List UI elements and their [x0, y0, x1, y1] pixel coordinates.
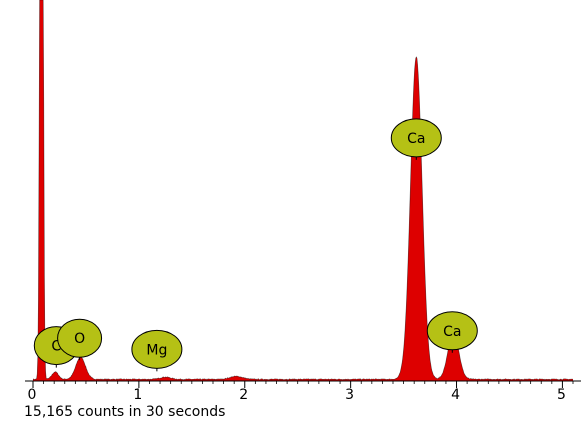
- peak-badge-o: [57, 318, 103, 358]
- x-tick-label-0: 0: [28, 387, 37, 403]
- x-tick-label-4: 4: [451, 387, 460, 403]
- peak-label-ca: Ca: [407, 131, 425, 147]
- peak-labels: C O Mg Ca Ca: [33, 118, 478, 372]
- peak-label-o: O: [74, 331, 85, 347]
- spectrum-outline: [32, 0, 574, 381]
- peak-badge-ca: [426, 311, 478, 351]
- x-tick-label-5: 5: [557, 387, 566, 403]
- peak-label-ca: Ca: [443, 324, 461, 340]
- peak-badge-mg: [131, 329, 183, 369]
- x-tick-label-1: 1: [133, 387, 142, 403]
- peak-label-c: C: [51, 339, 61, 355]
- counts-caption: 15,165 counts in 30 seconds: [24, 404, 226, 420]
- x-tick-label-3: 3: [345, 387, 354, 403]
- x-tick-label-2: 2: [239, 387, 248, 403]
- peak-label-mg: Mg: [146, 342, 167, 358]
- peak-badge-ca: [390, 118, 442, 158]
- plot-area: [32, 0, 574, 381]
- spectrum-fill: [33, 0, 573, 381]
- x-axis: 0 1 2 3 4 5: [25, 380, 581, 403]
